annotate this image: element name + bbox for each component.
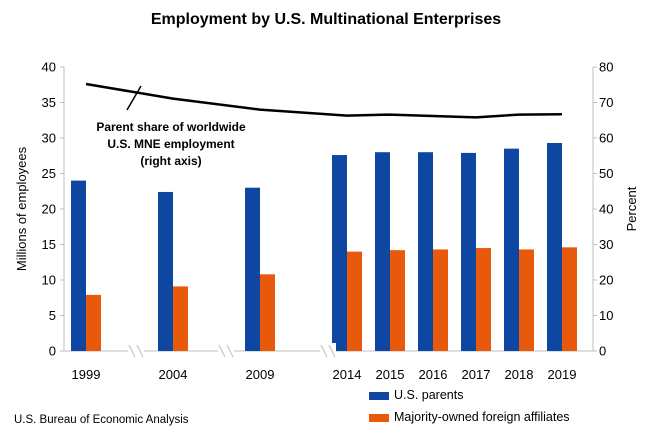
bar-foreign-affiliates (347, 251, 362, 351)
bar-us-parents (332, 155, 347, 351)
axis-break-marker (320, 344, 336, 358)
right-tick-label: 20 (599, 273, 613, 288)
bar-foreign-affiliates (562, 247, 577, 351)
bar-us-parents (245, 187, 260, 351)
bar-foreign-affiliates (86, 294, 101, 351)
y-axis-title-left: Millions of employees (14, 146, 29, 271)
legend-swatch-us-parents (369, 392, 389, 400)
axis-break-gap (218, 343, 234, 359)
source-note: U.S. Bureau of Economic Analysis (14, 414, 189, 426)
line-parent-share (85, 82, 563, 119)
line-annotation: Parent share of worldwide (96, 120, 246, 134)
annotation-leader (126, 85, 142, 111)
x-tick-label: 1999 (72, 367, 101, 382)
x-tick-label: 2004 (159, 367, 188, 382)
legend-label: Majority-owned foreign affiliates (394, 410, 570, 424)
x-tick-label: 2016 (419, 367, 448, 382)
x-tick-label: 2014 (333, 367, 362, 382)
bar-us-parents (547, 142, 562, 351)
right-tick-label: 70 (599, 95, 613, 110)
right-tick-label: 60 (599, 131, 613, 146)
right-tick-label: 40 (599, 202, 613, 217)
axis-break-gap (128, 343, 144, 359)
bar-foreign-affiliates (173, 286, 188, 351)
bar-us-parents (71, 180, 86, 351)
bar-foreign-affiliates (390, 250, 405, 351)
right-tick-label: 10 (599, 308, 613, 323)
chart-title: Employment by U.S. Multinational Enterpr… (151, 11, 501, 28)
x-tick-label: 2019 (548, 367, 577, 382)
left-tick-label: 35 (42, 95, 56, 110)
bar-foreign-affiliates (260, 274, 275, 351)
bar-foreign-affiliates (433, 249, 448, 351)
left-tick-label: 30 (42, 131, 56, 146)
x-tick-label: 2017 (462, 367, 491, 382)
legend-label: U.S. parents (394, 388, 463, 402)
left-tick-label: 0 (49, 344, 56, 359)
line-annotation: U.S. MNE employment (107, 137, 234, 151)
left-tick-label: 20 (42, 202, 56, 217)
right-tick-label: 0 (599, 344, 606, 359)
axis-break-marker (218, 344, 234, 358)
bar-foreign-affiliates (519, 249, 534, 351)
right-tick-label: 80 (599, 60, 613, 75)
axis-break-marker (128, 344, 144, 358)
left-tick-label: 25 (42, 166, 56, 181)
right-tick-label: 30 (599, 237, 613, 252)
left-tick-label: 10 (42, 273, 56, 288)
left-tick-label: 5 (49, 308, 56, 323)
bar-us-parents (375, 152, 390, 351)
axis-break-gap (320, 343, 336, 359)
bar-us-parents (158, 191, 173, 351)
y-axis-title-right: Percent (624, 186, 639, 231)
line-annotation: (right axis) (140, 154, 201, 168)
bar-us-parents (418, 152, 433, 351)
left-tick-label: 15 (42, 237, 56, 252)
right-tick-label: 50 (599, 166, 613, 181)
legend-swatch-foreign-affiliates (369, 414, 389, 422)
x-tick-label: 2018 (505, 367, 534, 382)
bar-foreign-affiliates (476, 248, 491, 351)
bar-us-parents (461, 152, 476, 351)
x-tick-label: 2009 (246, 367, 275, 382)
bar-us-parents (504, 148, 519, 351)
left-tick-label: 40 (42, 60, 56, 75)
x-tick-label: 2015 (376, 367, 405, 382)
